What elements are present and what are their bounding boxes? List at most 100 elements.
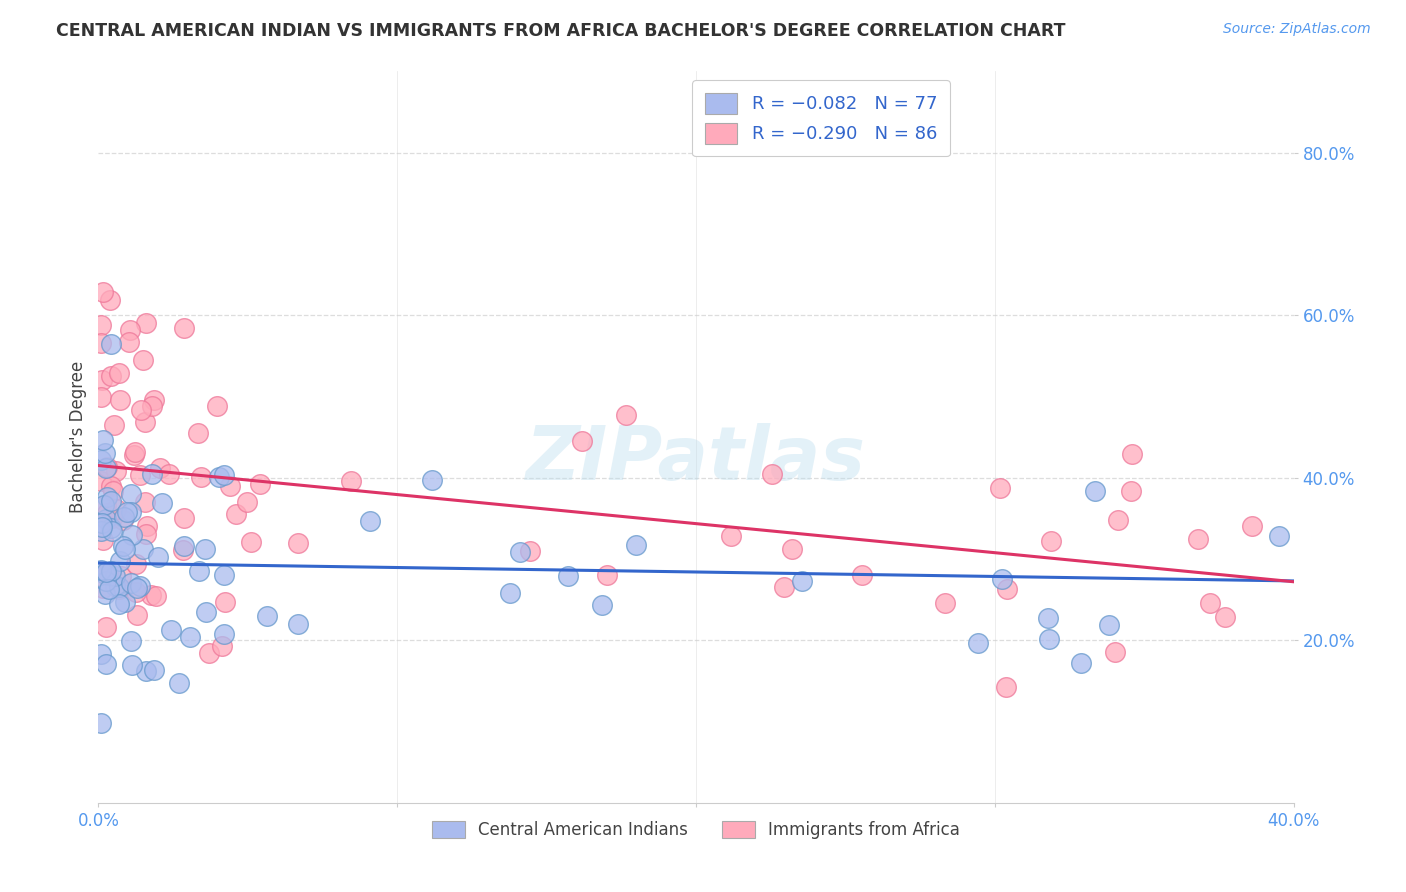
Point	[761, 467, 783, 482]
Point	[1098, 617, 1121, 632]
Point	[624, 538, 647, 552]
Point	[225, 507, 247, 521]
Point	[120, 576, 142, 591]
Point	[108, 582, 131, 596]
Point	[1268, 529, 1291, 543]
Point	[90, 318, 112, 332]
Point	[101, 524, 124, 538]
Point	[120, 505, 142, 519]
Point	[187, 426, 209, 441]
Point	[111, 539, 134, 553]
Point	[100, 564, 122, 578]
Point	[720, 529, 742, 543]
Point	[134, 416, 156, 430]
Point	[110, 393, 132, 408]
Point	[1121, 483, 1143, 498]
Point	[96, 498, 118, 512]
Point	[124, 445, 146, 459]
Point	[145, 590, 167, 604]
Point	[1036, 611, 1059, 625]
Point	[104, 580, 127, 594]
Point	[967, 636, 990, 650]
Text: ZIPatlas: ZIPatlas	[526, 423, 866, 496]
Point	[90, 519, 112, 533]
Point	[121, 657, 143, 672]
Point	[114, 541, 136, 556]
Point	[90, 475, 112, 489]
Point	[90, 390, 112, 404]
Point	[103, 417, 125, 432]
Point	[256, 608, 278, 623]
Point	[97, 565, 120, 579]
Point	[211, 640, 233, 654]
Point	[249, 477, 271, 491]
Point	[499, 586, 522, 600]
Point	[239, 534, 262, 549]
Point	[136, 518, 159, 533]
Point	[134, 495, 156, 509]
Point	[1213, 610, 1236, 624]
Point	[135, 526, 157, 541]
Point	[212, 467, 235, 482]
Point	[988, 481, 1011, 495]
Point	[596, 568, 619, 582]
Point	[94, 445, 117, 459]
Point	[131, 541, 153, 556]
Point	[122, 448, 145, 462]
Point	[934, 596, 956, 610]
Point	[172, 542, 194, 557]
Point	[135, 316, 157, 330]
Point	[100, 337, 122, 351]
Point	[188, 564, 211, 578]
Point	[614, 408, 637, 422]
Point	[90, 453, 112, 467]
Point	[340, 474, 363, 488]
Point	[112, 513, 135, 527]
Point	[995, 680, 1018, 694]
Point	[96, 620, 118, 634]
Point	[90, 647, 112, 661]
Point	[194, 541, 217, 556]
Point	[93, 587, 115, 601]
Point	[105, 464, 128, 478]
Point	[214, 595, 236, 609]
Point	[129, 403, 152, 417]
Point	[287, 617, 309, 632]
Point	[141, 467, 163, 481]
Point	[212, 568, 235, 582]
Point	[995, 582, 1018, 596]
Point	[101, 511, 124, 525]
Point	[557, 569, 579, 583]
Point	[1241, 519, 1264, 533]
Point	[142, 664, 165, 678]
Point	[219, 479, 242, 493]
Point	[104, 569, 127, 583]
Point	[112, 510, 135, 524]
Point	[146, 550, 169, 565]
Point	[591, 599, 613, 613]
Point	[198, 646, 221, 660]
Point	[1104, 645, 1126, 659]
Point	[125, 585, 148, 599]
Text: Source: ZipAtlas.com: Source: ZipAtlas.com	[1223, 22, 1371, 37]
Point	[132, 352, 155, 367]
Point	[851, 568, 873, 582]
Point	[1038, 632, 1060, 646]
Point	[129, 468, 152, 483]
Point	[96, 574, 118, 588]
Point	[1199, 596, 1222, 610]
Point	[179, 630, 201, 644]
Point	[98, 293, 121, 308]
Point	[991, 572, 1014, 586]
Point	[420, 473, 443, 487]
Point	[120, 487, 142, 501]
Point	[790, 574, 813, 588]
Point	[519, 544, 541, 558]
Point	[121, 527, 143, 541]
Point	[94, 461, 117, 475]
Point	[773, 580, 796, 594]
Point	[1070, 656, 1092, 670]
Point	[120, 634, 142, 648]
Point	[96, 490, 118, 504]
Point	[1121, 447, 1143, 461]
